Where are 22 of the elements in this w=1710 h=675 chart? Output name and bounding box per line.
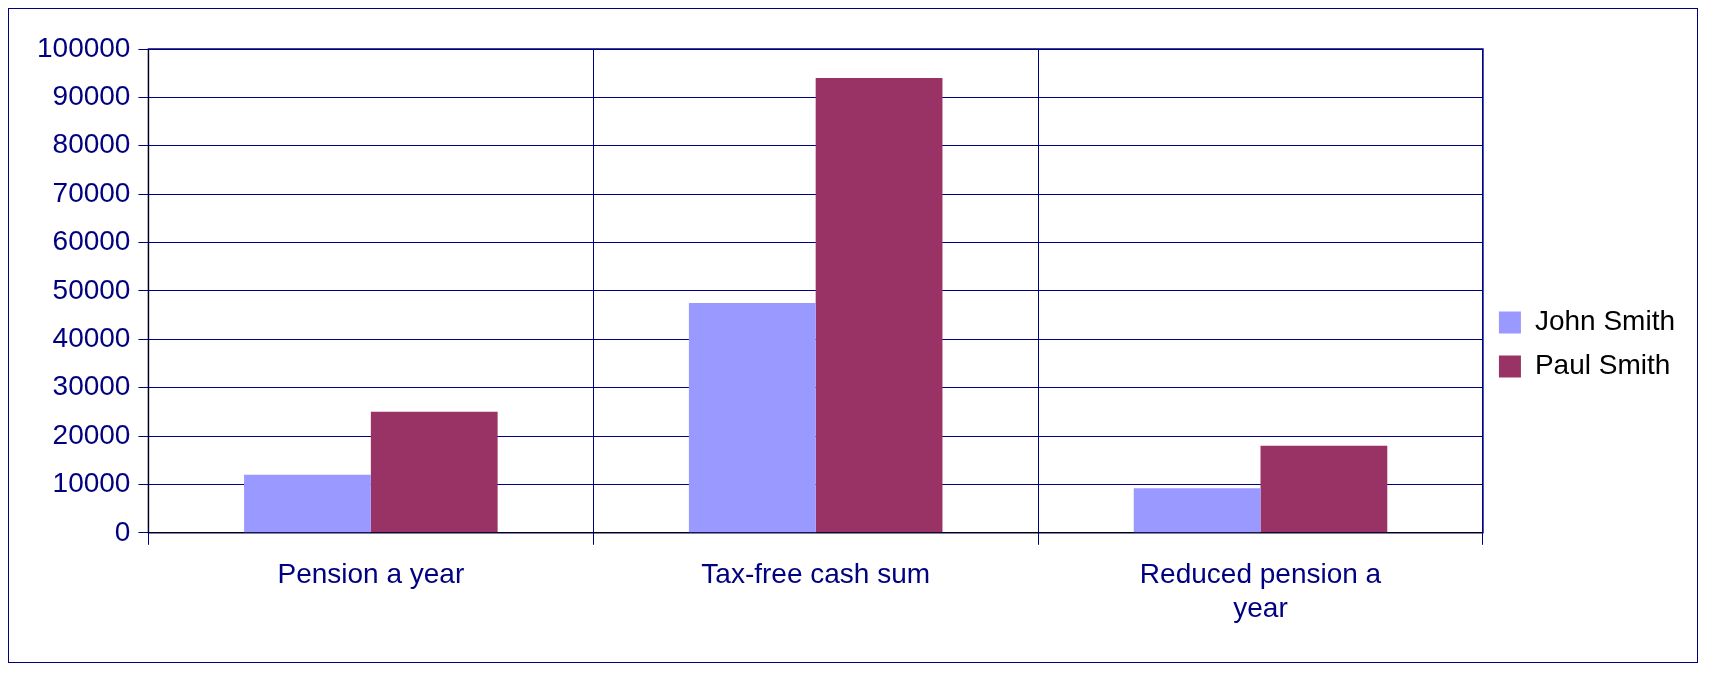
bar bbox=[815, 78, 943, 533]
y-tick-label: 40000 bbox=[52, 322, 131, 353]
bar bbox=[1260, 445, 1388, 533]
y-tick-label: 60000 bbox=[52, 225, 131, 257]
bar bbox=[1133, 488, 1261, 533]
y-tick-label: 0 bbox=[114, 515, 131, 547]
x-tick-label: Reduced pension a year bbox=[1139, 558, 1382, 623]
y-tick-label: 30000 bbox=[52, 370, 131, 402]
x-tick-label: Tax-free cash sum bbox=[701, 558, 931, 590]
x-tick-label: Pension a year bbox=[277, 558, 465, 590]
bar bbox=[370, 411, 498, 533]
y-tick-label: 100000 bbox=[37, 31, 131, 63]
y-tick-label: 80000 bbox=[52, 128, 131, 160]
y-tick-label: 50000 bbox=[52, 273, 131, 305]
legend-label: John Smith bbox=[1534, 305, 1676, 337]
y-tick-label: 90000 bbox=[52, 80, 131, 112]
bar bbox=[688, 303, 816, 533]
y-tick-label: 20000 bbox=[52, 418, 131, 450]
y-tick-label: 10000 bbox=[52, 467, 131, 499]
y-tick-label: 70000 bbox=[52, 176, 131, 208]
legend-label: Paul Smith bbox=[1534, 349, 1671, 381]
bar bbox=[244, 474, 371, 533]
